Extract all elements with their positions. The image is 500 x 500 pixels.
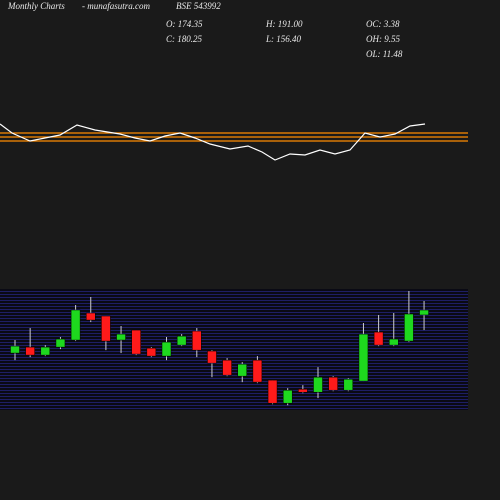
price-panel xyxy=(0,289,468,410)
candle-body xyxy=(40,346,51,356)
candle-body xyxy=(419,309,429,316)
candle-body xyxy=(252,359,263,383)
candle-body xyxy=(373,331,384,346)
stat: H: 191.00 xyxy=(265,19,303,29)
candle-body xyxy=(267,379,278,404)
candle-body xyxy=(176,335,187,346)
candle-body xyxy=(358,333,369,382)
stat: L: 156.40 xyxy=(265,34,302,44)
candle-body xyxy=(313,376,323,393)
candle-body xyxy=(86,312,96,321)
stat: C: 180.25 xyxy=(166,34,203,44)
candle-body xyxy=(55,338,66,348)
stat: OL: 11.48 xyxy=(366,49,403,59)
candle-body xyxy=(25,346,35,356)
candle-body xyxy=(161,341,172,357)
stat: OC: 3.38 xyxy=(366,19,400,29)
candle-body xyxy=(404,313,414,342)
candle-body xyxy=(328,376,338,391)
chart-title: Monthly Charts xyxy=(7,1,65,11)
candle-body xyxy=(70,309,81,341)
candle-body xyxy=(131,329,141,355)
stat: OH: 9.55 xyxy=(366,34,400,44)
stat: O: 174.35 xyxy=(166,19,203,29)
candle-body xyxy=(10,345,20,354)
candle-body xyxy=(389,338,399,346)
candle-body xyxy=(298,388,308,393)
candle-body xyxy=(282,389,293,404)
candle-body xyxy=(222,359,232,376)
candle-body xyxy=(237,363,247,377)
candle-body xyxy=(116,333,126,341)
indicator-line xyxy=(0,123,426,161)
candle-body xyxy=(146,347,157,357)
symbol: BSE 543992 xyxy=(176,1,221,11)
candle-body xyxy=(192,330,202,351)
source: - munafasutra.com xyxy=(82,1,150,11)
candle-body xyxy=(101,315,111,342)
candle-body xyxy=(207,350,217,364)
candle-body xyxy=(343,378,354,391)
